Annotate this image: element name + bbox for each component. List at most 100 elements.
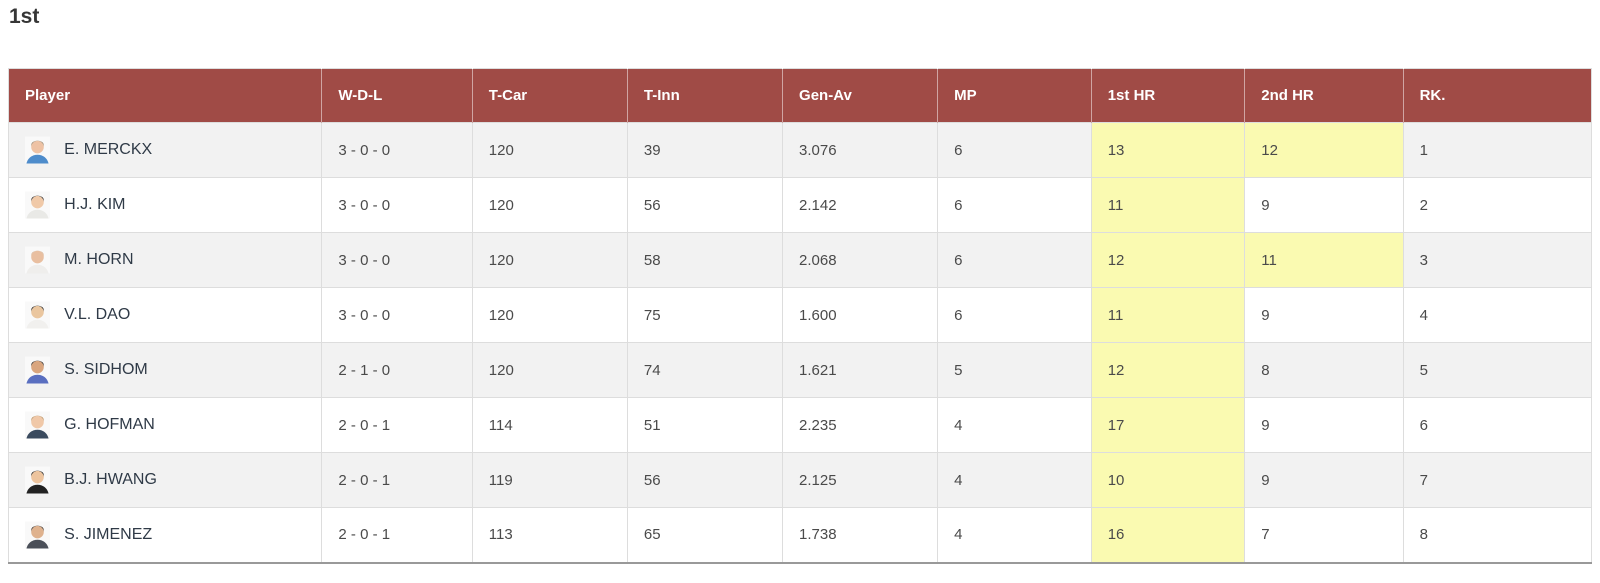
player-avatar-icon [25,246,50,274]
table-body: E. MERCKX 3 - 0 - 0 120 39 3.076 6 13 12… [7,122,1593,563]
cell-t-inn: 58 [626,232,784,288]
player-name: H.J. KIM [64,196,126,213]
cell-t-car: 120 [471,122,628,178]
cell-wdl: 3 - 0 - 0 [321,122,473,178]
column-header-hr2: 2nd HR [1244,68,1404,123]
cell-gen-av: 3.076 [782,122,939,178]
table-row: V.L. DAO 3 - 0 - 0 120 75 1.600 6 11 9 4 [7,287,1593,343]
header-row: Player W-D-L T-Car T-Inn Gen-Av MP 1st HR 2nd H… [8,68,1592,123]
cell-wdl: 3 - 0 - 0 [321,232,473,288]
cell-1st-hr: 16 [1090,507,1246,563]
table-row: G. HOFMAN 2 - 0 - 1 114 51 2.235 4 17 9 … [7,397,1593,453]
cell-mp: 4 [937,507,1092,563]
table-row: E. MERCKX 3 - 0 - 0 120 39 3.076 6 13 12… [7,122,1593,178]
cell-1st-hr: 11 [1090,177,1246,233]
cell-gen-av: 1.600 [782,287,939,343]
cell-mp: 6 [937,177,1092,233]
player-avatar-icon [25,356,50,384]
cell-2nd-hr: 9 [1244,397,1404,453]
table-row: H.J. KIM 3 - 0 - 0 120 56 2.142 6 11 9 2 [7,177,1593,233]
cell-1st-hr: 17 [1090,397,1246,453]
cell-gen-av: 2.068 [782,232,939,288]
column-header-hr1: 1st HR [1091,68,1246,123]
player-name: M. HORN [64,251,134,268]
cell-rk: 1 [1402,122,1593,178]
player-cell: E. MERCKX [7,122,323,178]
standings-table: Player W-D-L T-Car T-Inn Gen-Av MP 1st HR 2nd H… [7,68,1593,564]
cell-t-car: 119 [471,452,628,508]
cell-2nd-hr: 7 [1244,507,1404,563]
player-name: S. SIDHOM [64,361,148,378]
player-cell: B.J. HWANG [7,452,323,508]
cell-mp: 4 [937,397,1092,453]
cell-wdl: 3 - 0 - 0 [321,287,473,343]
cell-rk: 4 [1402,287,1593,343]
cell-rk: 5 [1402,342,1593,398]
table-row: S. SIDHOM 2 - 1 - 0 120 74 1.621 5 12 8 … [7,342,1593,398]
player-cell: H.J. KIM [7,177,323,233]
column-header-tinn: T-Inn [627,68,784,123]
cell-1st-hr: 12 [1090,342,1246,398]
cell-2nd-hr: 11 [1244,232,1404,288]
column-header-mp: MP [937,68,1092,123]
cell-2nd-hr: 9 [1244,287,1404,343]
cell-1st-hr: 12 [1090,232,1246,288]
cell-t-inn: 74 [626,342,784,398]
column-header-genav: Gen-Av [782,68,939,123]
cell-mp: 5 [937,342,1092,398]
player-name: B.J. HWANG [64,471,157,488]
column-header-rk: RK. [1403,68,1592,123]
table-header: Player W-D-L T-Car T-Inn Gen-Av MP 1st HR 2nd H… [8,68,1592,123]
cell-wdl: 2 - 1 - 0 [321,342,473,398]
player-cell: G. HOFMAN [7,397,323,453]
player-name: S. JIMENEZ [64,525,153,543]
cell-gen-av: 2.125 [782,452,939,508]
cell-t-inn: 51 [626,397,784,453]
cell-t-car: 114 [471,397,628,453]
cell-rk: 3 [1402,232,1593,288]
player-name: E. MERCKX [64,141,153,158]
page-title: 1st [9,5,40,28]
cell-mp: 6 [937,287,1092,343]
cell-wdl: 2 - 0 - 1 [321,507,473,563]
cell-wdl: 2 - 0 - 1 [321,452,473,508]
player-avatar-icon [25,301,50,329]
cell-2nd-hr: 8 [1244,342,1404,398]
cell-t-inn: 39 [626,122,784,178]
cell-t-car: 120 [471,232,628,288]
cell-t-car: 120 [471,342,628,398]
cell-rk: 2 [1402,177,1593,233]
player-cell: M. HORN [7,232,323,288]
player-cell: S. SIDHOM [7,342,323,398]
player-name: G. HOFMAN [64,416,155,433]
column-header-wdl: W-D-L [321,68,473,123]
cell-t-car: 120 [471,177,628,233]
player-avatar-icon [25,411,50,439]
cell-mp: 6 [937,232,1092,288]
cell-rk: 6 [1402,397,1593,453]
cell-2nd-hr: 12 [1244,122,1404,178]
column-header-player: Player [8,68,323,123]
cell-t-inn: 56 [626,177,784,233]
table-row: B.J. HWANG 2 - 0 - 1 119 56 2.125 4 10 9… [7,452,1593,508]
cell-1st-hr: 13 [1090,122,1246,178]
cell-1st-hr: 10 [1090,452,1246,508]
cell-1st-hr: 11 [1090,287,1246,343]
cell-rk: 7 [1402,452,1593,508]
cell-t-car: 113 [471,507,628,563]
player-avatar-icon [25,136,50,164]
table-row: M. HORN 3 - 0 - 0 120 58 2.068 6 12 11 3 [7,232,1593,288]
cell-gen-av: 1.621 [782,342,939,398]
cell-gen-av: 2.235 [782,397,939,453]
player-cell: S. JIMENEZ [7,507,323,563]
cell-2nd-hr: 9 [1244,177,1404,233]
cell-2nd-hr: 9 [1244,452,1404,508]
player-cell: V.L. DAO [7,287,323,343]
player-avatar-icon [25,466,50,494]
cell-wdl: 2 - 0 - 1 [321,397,473,453]
player-avatar-icon [25,521,50,549]
cell-t-car: 120 [471,287,628,343]
cell-wdl: 3 - 0 - 0 [321,177,473,233]
cell-t-inn: 75 [626,287,784,343]
cell-t-inn: 65 [626,507,784,563]
